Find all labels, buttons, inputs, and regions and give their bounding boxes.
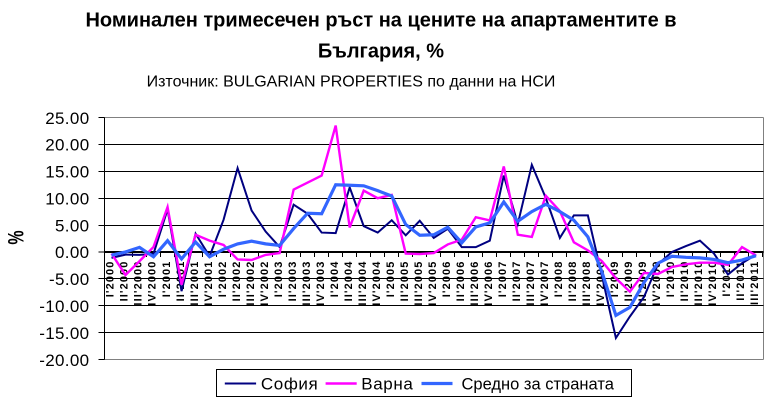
svg-text:Номинален тримесечен ръст на ц: Номинален тримесечен ръст на цените на а… <box>85 10 676 32</box>
svg-text:IV'2008: IV'2008 <box>595 261 607 306</box>
svg-text:-10.00: -10.00 <box>39 297 89 316</box>
svg-text:IV'2001: IV'2001 <box>203 261 215 306</box>
svg-text:15.00: 15.00 <box>45 163 89 182</box>
svg-text:IV'2010: IV'2010 <box>707 261 719 306</box>
svg-text:Средно за страната: Средно за страната <box>462 376 615 394</box>
svg-text:II'2004: II'2004 <box>343 261 355 302</box>
svg-text:I'2008: I'2008 <box>553 261 565 298</box>
svg-text:5.00: 5.00 <box>55 216 90 235</box>
svg-text:IV'2006: IV'2006 <box>483 261 495 306</box>
svg-text:II'2002: II'2002 <box>231 261 243 302</box>
svg-text:III'2002: III'2002 <box>245 261 257 306</box>
svg-text:IV'2000: IV'2000 <box>147 261 159 306</box>
svg-text:-20.00: -20.00 <box>39 351 89 370</box>
svg-text:Варна: Варна <box>361 375 413 394</box>
svg-text:0.00: 0.00 <box>55 243 90 262</box>
svg-text:III'2003: III'2003 <box>301 261 313 306</box>
svg-text:IV'2004: IV'2004 <box>371 261 383 306</box>
svg-text:III'2000: III'2000 <box>133 261 145 306</box>
svg-text:III'2007: III'2007 <box>525 261 537 306</box>
svg-text:III'2006: III'2006 <box>469 261 481 306</box>
svg-text:IV'2007: IV'2007 <box>539 261 551 306</box>
svg-text:I'2004: I'2004 <box>329 261 341 298</box>
svg-text:I'2001: I'2001 <box>161 261 173 298</box>
svg-text:Източник: BULGARIAN PROPERTIES: Източник: BULGARIAN PROPERTIES по данни … <box>147 74 556 91</box>
svg-text:II'2010: II'2010 <box>679 261 691 302</box>
svg-text:II'2003: II'2003 <box>287 261 299 302</box>
svg-text:I'2005: I'2005 <box>385 261 397 298</box>
svg-text:III'2011: III'2011 <box>749 261 761 305</box>
svg-text:%: % <box>4 230 29 244</box>
svg-text:I'2006: I'2006 <box>441 261 453 298</box>
svg-text:IV'2003: IV'2003 <box>315 261 327 306</box>
svg-text:II'2006: II'2006 <box>455 261 467 302</box>
svg-text:I'2007: I'2007 <box>497 261 509 298</box>
svg-text:I'2003: I'2003 <box>273 261 285 298</box>
svg-text:-15.00: -15.00 <box>39 324 89 343</box>
svg-text:-5.00: -5.00 <box>49 270 90 289</box>
svg-text:II'2005: II'2005 <box>399 261 411 302</box>
svg-text:II'2008: II'2008 <box>567 261 579 302</box>
svg-text:I'2002: I'2002 <box>217 261 229 298</box>
svg-text:25.00: 25.00 <box>45 109 89 128</box>
svg-text:10.00: 10.00 <box>45 189 89 208</box>
svg-text:20.00: 20.00 <box>45 136 89 155</box>
svg-text:II'2009: II'2009 <box>623 261 635 302</box>
svg-text:София: София <box>261 375 318 394</box>
svg-text:III'2001: III'2001 <box>189 261 201 306</box>
svg-text:III'2008: III'2008 <box>581 261 593 306</box>
svg-text:III'2010: III'2010 <box>693 261 705 306</box>
svg-text:IV'2002: IV'2002 <box>259 261 271 306</box>
svg-text:III'2004: III'2004 <box>357 261 369 306</box>
svg-text:България, %: България, % <box>318 40 444 62</box>
svg-text:I'2000: I'2000 <box>105 261 117 298</box>
svg-text:II'2011: II'2011 <box>735 261 747 301</box>
svg-text:IV'2005: IV'2005 <box>427 261 439 306</box>
svg-text:III'2005: III'2005 <box>413 261 425 306</box>
svg-text:II'2007: II'2007 <box>511 261 523 302</box>
